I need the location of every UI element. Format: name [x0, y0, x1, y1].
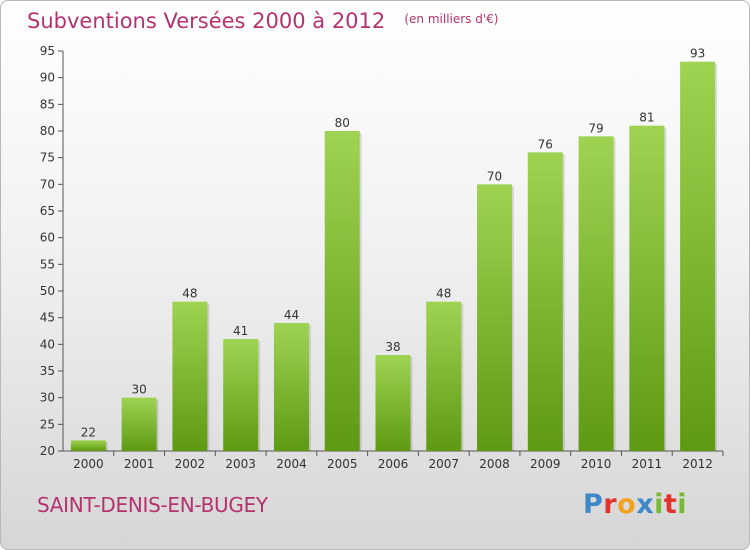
- bar-2012: [680, 61, 716, 452]
- y-tick-label: 30: [40, 391, 55, 405]
- logo-letter: r: [603, 489, 618, 520]
- x-tick-label: 2012: [682, 457, 713, 471]
- bar-2002: [172, 301, 208, 451]
- bar-value-label: 81: [639, 111, 654, 125]
- title-row: Subventions Versées 2000 à 2012 (en mill…: [27, 9, 498, 33]
- bar-value-label: 93: [690, 47, 705, 61]
- y-tick-label: 90: [40, 71, 55, 85]
- bar-value-label: 79: [588, 121, 603, 135]
- x-tick-label: 2005: [327, 457, 358, 471]
- logo-letter: t: [663, 489, 678, 520]
- y-tick-label: 20: [40, 444, 55, 458]
- y-tick-label: 50: [40, 284, 55, 298]
- y-tick-label: 55: [40, 257, 55, 271]
- bar-value-label: 48: [436, 287, 451, 301]
- x-tick-label: 2006: [378, 457, 409, 471]
- bar-value-label: 48: [182, 287, 197, 301]
- proxiti-logo[interactable]: Proxiti: [583, 489, 687, 520]
- bar-2007: [426, 301, 462, 451]
- bar-value-label: 70: [487, 169, 502, 183]
- axes: 20 25 30 35 40 45 50 55 60 65 70 75 80 85 90 95 2000 2001…: [40, 44, 724, 471]
- bar-2010: [578, 136, 614, 452]
- y-tick-label: 65: [40, 204, 55, 218]
- x-tick-label: 2002: [175, 457, 206, 471]
- logo-letter: i: [654, 489, 664, 520]
- y-tick-label: 95: [40, 44, 55, 58]
- y-tick-label: 35: [40, 364, 55, 378]
- x-tick-label: 2007: [428, 457, 459, 471]
- chart-title: Subventions Versées 2000 à 2012: [27, 9, 386, 33]
- logo-letter: i: [677, 489, 688, 520]
- y-tick-label: 40: [40, 337, 55, 351]
- bar-2008: [477, 184, 513, 452]
- bar-value-label: 80: [335, 116, 350, 130]
- bar-2001: [121, 397, 157, 451]
- x-tick-label: 2011: [632, 457, 663, 471]
- x-tick-label: 2004: [276, 457, 307, 471]
- bars: 22 30 48 41 44 80 38 48 70 76 79 81 93: [70, 47, 718, 452]
- logo-letter: o: [617, 489, 637, 520]
- bar-value-label: 76: [538, 137, 553, 151]
- x-tick-label: 2008: [479, 457, 510, 471]
- bar-2011: [629, 125, 665, 452]
- x-tick-label: 2001: [124, 457, 155, 471]
- y-tick-label: 85: [40, 97, 55, 111]
- y-tick-label: 60: [40, 231, 55, 245]
- y-tick-label: 75: [40, 151, 55, 165]
- bar-value-label: 38: [385, 340, 400, 354]
- y-tick-label: 45: [40, 311, 55, 325]
- bar-value-label: 44: [284, 308, 299, 322]
- bar-2003: [223, 339, 259, 451]
- x-tick-label: 2000: [73, 457, 104, 471]
- commune-name: SAINT-DENIS-EN-BUGEY: [37, 493, 268, 517]
- chart-unit: (en milliers d'€): [404, 12, 499, 26]
- x-tick-label: 2010: [581, 457, 612, 471]
- bar-value-label: 30: [132, 383, 147, 397]
- bar-2006: [375, 355, 411, 451]
- bar-2000: [70, 440, 106, 451]
- bar-2004: [273, 323, 309, 451]
- logo-letter: x: [636, 489, 655, 520]
- bar-2009: [527, 152, 563, 452]
- y-tick-label: 25: [40, 417, 55, 431]
- x-tick-label: 2009: [530, 457, 561, 471]
- bar-2005: [324, 131, 360, 451]
- bar-value-label: 41: [233, 324, 248, 338]
- x-tick-label: 2003: [225, 457, 256, 471]
- y-tick-label: 70: [40, 177, 55, 191]
- logo-letter: P: [583, 489, 604, 520]
- bar-value-label: 22: [81, 425, 96, 439]
- y-tick-label: 80: [40, 124, 55, 138]
